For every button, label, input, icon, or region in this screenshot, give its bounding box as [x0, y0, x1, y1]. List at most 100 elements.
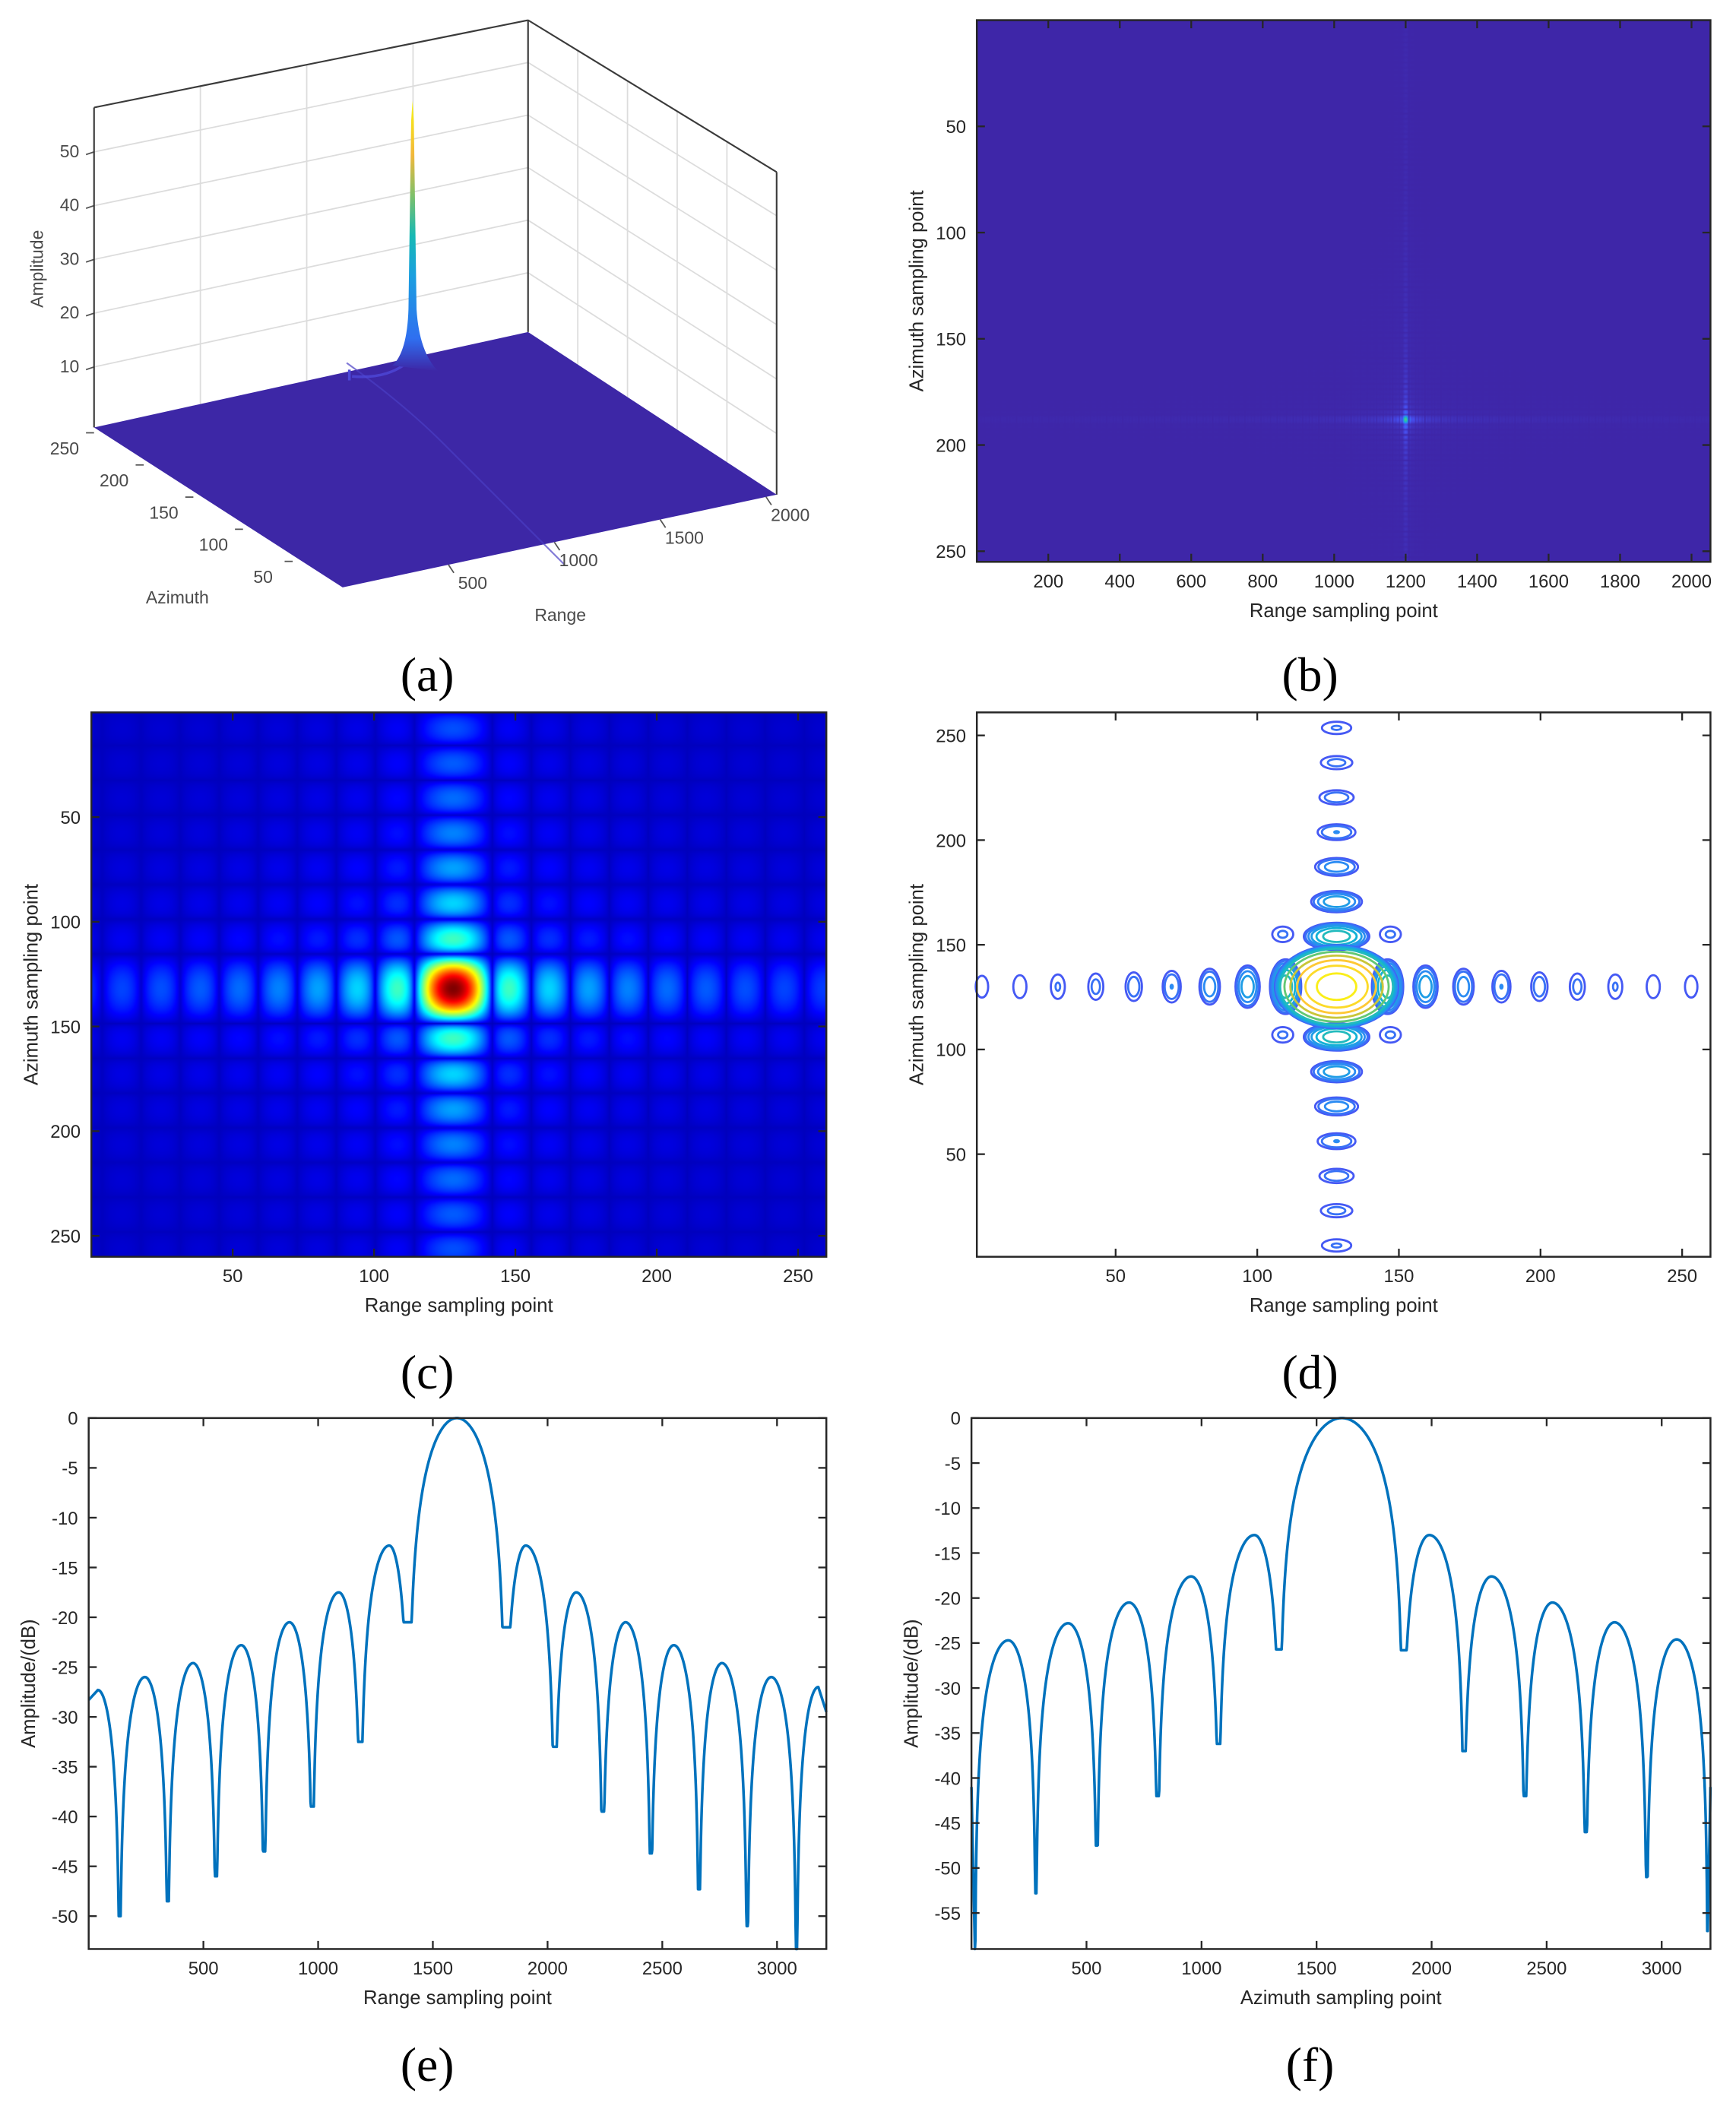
contour-line — [1318, 789, 1355, 806]
x-tick-label: 600 — [1176, 572, 1206, 592]
x-tick-mark — [448, 564, 455, 574]
y-tick-label: 200 — [936, 831, 966, 851]
y-tick-label: 0 — [68, 1409, 78, 1430]
y-tick-label: 100 — [936, 223, 966, 244]
x-tick-label: 2000 — [527, 1959, 568, 1979]
surface-peak — [392, 100, 439, 372]
x-tick-label: 2000 — [771, 505, 809, 525]
y-tick-label: -25 — [52, 1658, 78, 1678]
y-tick-label: -25 — [935, 1634, 961, 1655]
y-tick-label: -35 — [935, 1724, 961, 1744]
x-tick-label: 200 — [1033, 572, 1063, 592]
contour-line — [1412, 964, 1439, 1009]
x-tick-label: 2000 — [1671, 572, 1712, 592]
x-tick-label: 3000 — [1642, 1959, 1682, 1979]
y-tick-label: 50 — [946, 117, 967, 138]
grid-line — [93, 166, 778, 325]
contour-line — [1161, 970, 1182, 1004]
grid-line — [93, 62, 778, 217]
contour-line — [1235, 966, 1260, 1007]
y-axis-label: Azimuth sampling point — [906, 190, 927, 391]
x-tick-label: 1500 — [1297, 1959, 1337, 1979]
x-tick-label: 200 — [1525, 1266, 1556, 1287]
heatmap-b-image — [977, 20, 1711, 562]
y-axis-label: Azimuth sampling point — [21, 884, 43, 1085]
x-tick-label: 1500 — [665, 527, 704, 547]
x-tick-label: 100 — [1242, 1266, 1272, 1287]
z-tick-mark — [85, 312, 95, 317]
y-tick-label: -50 — [935, 1859, 961, 1879]
y-tick-label: 250 — [50, 439, 79, 458]
grid-line — [93, 114, 778, 271]
contour-line — [1319, 755, 1354, 771]
contour-line — [1452, 967, 1475, 1006]
x-tick-label: 150 — [1384, 1266, 1414, 1287]
contour-line — [1054, 981, 1062, 992]
contour-line — [1317, 1097, 1356, 1116]
y-tick-label: 200 — [936, 435, 966, 456]
y-tick-label: -40 — [935, 1769, 961, 1789]
x-tick-label: 1000 — [1181, 1959, 1221, 1979]
z-tick-mark — [85, 366, 95, 371]
series-line-f — [970, 1417, 1712, 1951]
axes-box — [970, 1417, 1712, 1950]
z-tick-label: 20 — [60, 302, 80, 322]
contour-line — [1323, 895, 1351, 908]
contour-line — [1087, 972, 1105, 1001]
z-tick-mark — [85, 258, 95, 263]
x-tick-label: 1500 — [413, 1959, 453, 1979]
y-tick-label: -10 — [935, 1499, 961, 1519]
panel-label-a: (a) — [401, 648, 455, 701]
contour-line — [1320, 1134, 1353, 1149]
contour-plot — [974, 720, 1699, 1253]
x-tick-label: 1400 — [1457, 572, 1497, 592]
y-tick-label: 250 — [936, 727, 966, 747]
y-tick-label: -55 — [935, 1904, 961, 1924]
surface-ridge — [346, 362, 565, 565]
surface-ridge — [352, 364, 404, 378]
x-tick-mark — [553, 541, 561, 551]
x-tick-label: 50 — [223, 1266, 243, 1287]
z-tick-mark — [85, 151, 95, 156]
surface-floor — [93, 331, 777, 587]
contour-line — [1124, 971, 1143, 1002]
x-tick-label: 250 — [783, 1266, 813, 1287]
contour-line — [1384, 929, 1396, 939]
contour-line — [1269, 959, 1302, 1014]
contour-line — [1333, 1138, 1340, 1144]
contour-line — [1530, 971, 1549, 1002]
contour-line — [1313, 857, 1360, 877]
contour-line — [1012, 974, 1028, 999]
contour-line — [1330, 724, 1343, 731]
y-tick-label: 100 — [936, 1040, 966, 1061]
surface-plot-a: 10 20 30 40 50 250 200 150 100 50 500 1000 1500 2000 A… — [27, 19, 809, 625]
x-tick-label: 2500 — [642, 1959, 683, 1979]
panel-label-f: (f) — [1286, 2038, 1335, 2092]
contour-line — [1499, 983, 1504, 990]
y-tick-label: -20 — [52, 1608, 78, 1629]
contour-line — [1316, 823, 1357, 841]
heatmap-c-image — [91, 712, 827, 1257]
contour-line — [1326, 1205, 1347, 1216]
y-axis-label: Azimuth sampling point — [906, 884, 927, 1085]
y-tick-label: -35 — [52, 1757, 78, 1778]
y-tick-label: -45 — [935, 1814, 961, 1835]
x-tick-label: 1000 — [559, 550, 598, 570]
contour-line — [1646, 974, 1662, 999]
contour-line-main — [1278, 947, 1395, 1026]
y-tick-label: 150 — [149, 502, 178, 522]
x-tick-label: 800 — [1247, 572, 1278, 592]
x-tick-label: 150 — [500, 1266, 531, 1287]
contour-line — [1322, 929, 1351, 943]
y-axis-label: Azimuth — [146, 587, 209, 607]
x-axis-label: Range — [534, 605, 586, 625]
contour-line — [1237, 970, 1258, 1004]
contour-line — [1090, 978, 1101, 996]
contour-line — [1312, 1061, 1361, 1083]
contour-line — [974, 974, 990, 999]
contour-line — [1277, 1030, 1289, 1040]
contour-line — [1611, 981, 1619, 992]
z-tick-label: 40 — [60, 195, 80, 215]
y-tick-label: -30 — [935, 1679, 961, 1699]
axes-box — [87, 1417, 828, 1950]
